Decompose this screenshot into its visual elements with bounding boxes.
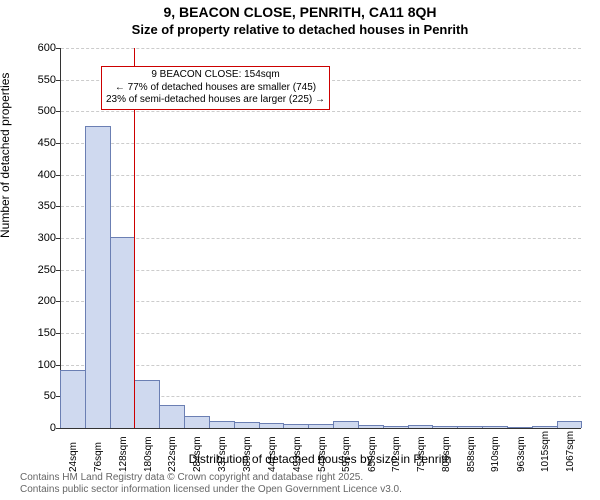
x-tick-label: 389sqm <box>242 436 253 472</box>
y-tick-label: 200 <box>30 295 56 307</box>
x-tick-label: 910sqm <box>490 436 501 472</box>
y-tick-mark <box>56 238 60 239</box>
y-tick-label: 300 <box>30 232 56 244</box>
y-tick-label: 0 <box>30 422 56 434</box>
x-tick-label: 128sqm <box>118 436 129 472</box>
x-tick-label: 858sqm <box>466 436 477 472</box>
y-axis-label: Number of detached properties <box>0 73 12 238</box>
x-tick-label: 337sqm <box>217 436 228 472</box>
histogram-bar <box>110 237 136 428</box>
histogram-bar <box>308 424 334 428</box>
histogram-bar <box>383 426 409 428</box>
histogram-plot: 9 BEACON CLOSE: 154sqm← 77% of detached … <box>60 48 581 429</box>
x-tick-label: 963sqm <box>516 436 527 472</box>
y-tick-label: 400 <box>30 169 56 181</box>
y-tick-label: 50 <box>30 390 56 402</box>
y-tick-label: 550 <box>30 74 56 86</box>
y-tick-mark <box>56 80 60 81</box>
histogram-bar <box>184 416 210 428</box>
y-tick-mark <box>56 270 60 271</box>
x-tick-label: 650sqm <box>367 436 378 472</box>
y-tick-mark <box>56 301 60 302</box>
y-tick-label: 100 <box>30 359 56 371</box>
gridline <box>61 238 581 239</box>
gridline <box>61 206 581 207</box>
y-tick-mark <box>56 333 60 334</box>
annotation-box: 9 BEACON CLOSE: 154sqm← 77% of detached … <box>101 66 330 110</box>
annotation-line2: ← 77% of detached houses are smaller (74… <box>106 82 325 95</box>
y-tick-mark <box>56 48 60 49</box>
y-tick-label: 350 <box>30 200 56 212</box>
histogram-bar <box>60 370 86 428</box>
x-tick-label: 597sqm <box>341 436 352 472</box>
x-tick-label: 754sqm <box>416 436 427 472</box>
gridline <box>61 48 581 49</box>
x-tick-label: 284sqm <box>192 436 203 472</box>
y-tick-label: 450 <box>30 137 56 149</box>
y-tick-label: 150 <box>30 327 56 339</box>
histogram-bar <box>234 422 260 428</box>
gridline <box>61 333 581 334</box>
y-tick-mark <box>56 206 60 207</box>
annotation-line1: 9 BEACON CLOSE: 154sqm <box>106 69 325 82</box>
x-tick-label: 76sqm <box>93 442 104 472</box>
y-tick-label: 500 <box>30 105 56 117</box>
y-tick-mark <box>56 143 60 144</box>
x-tick-label: 806sqm <box>441 436 452 472</box>
footer-line2: Contains public sector information licen… <box>20 484 580 496</box>
histogram-bar <box>333 421 359 428</box>
histogram-bar <box>457 426 483 428</box>
histogram-bar <box>507 427 533 428</box>
y-tick-mark <box>56 175 60 176</box>
page-title-line1: 9, BEACON CLOSE, PENRITH, CA11 8QH <box>0 4 600 20</box>
annotation-line3: 23% of semi-detached houses are larger (… <box>106 94 325 107</box>
histogram-bar <box>532 426 558 428</box>
histogram-bar <box>482 426 508 428</box>
x-tick-label: 1067sqm <box>565 431 576 472</box>
gridline <box>61 365 581 366</box>
y-tick-mark <box>56 365 60 366</box>
y-tick-label: 250 <box>30 264 56 276</box>
histogram-bar <box>283 424 309 428</box>
histogram-bar <box>134 380 160 429</box>
y-tick-mark <box>56 428 60 429</box>
y-tick-mark <box>56 111 60 112</box>
x-tick-label: 1015sqm <box>540 431 551 472</box>
x-tick-label: 702sqm <box>391 436 402 472</box>
gridline <box>61 111 581 112</box>
histogram-bar <box>408 425 434 428</box>
histogram-bar <box>557 421 583 428</box>
histogram-bar <box>432 426 458 428</box>
histogram-bar <box>85 126 111 428</box>
gridline <box>61 301 581 302</box>
page-title-line2: Size of property relative to detached ho… <box>0 22 600 37</box>
x-tick-label: 545sqm <box>317 436 328 472</box>
histogram-bar <box>358 425 384 428</box>
y-tick-label: 600 <box>30 42 56 54</box>
gridline <box>61 143 581 144</box>
histogram-bar <box>159 405 185 428</box>
x-tick-label: 441sqm <box>267 436 278 472</box>
footer-line1: Contains HM Land Registry data © Crown c… <box>20 472 580 484</box>
x-tick-label: 232sqm <box>167 436 178 472</box>
histogram-bar <box>209 421 235 428</box>
x-tick-label: 180sqm <box>143 436 154 472</box>
gridline <box>61 175 581 176</box>
histogram-bar <box>259 423 285 428</box>
x-tick-label: 24sqm <box>68 442 79 472</box>
x-tick-label: 493sqm <box>292 436 303 472</box>
y-tick-mark <box>56 396 60 397</box>
gridline <box>61 270 581 271</box>
